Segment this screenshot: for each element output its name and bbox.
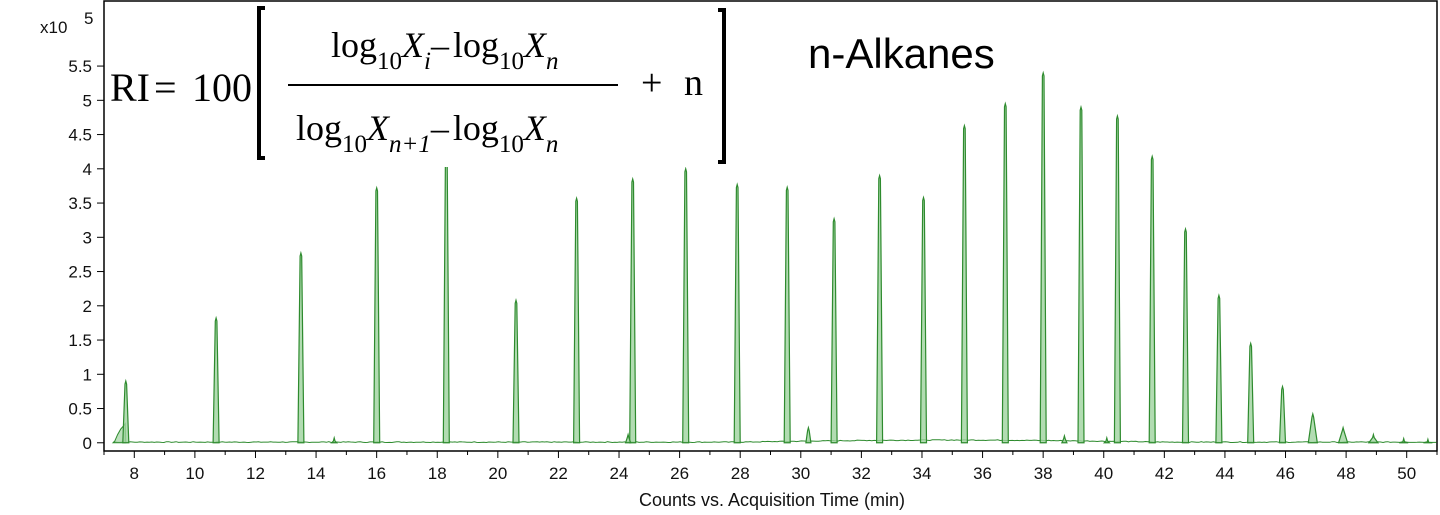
peak-18 xyxy=(1077,104,1085,444)
y-tick-label: 1.5 xyxy=(68,331,92,350)
minor-peak-1 xyxy=(330,435,339,444)
x-axis-title: Counts vs. Acquisition Time (min) xyxy=(639,490,905,510)
x-tick-label: 30 xyxy=(791,464,810,483)
peak-27 xyxy=(1367,432,1380,444)
x-tick-label: 22 xyxy=(549,464,568,483)
formula-left-bracket xyxy=(257,6,265,160)
y-tick-label: 0.5 xyxy=(68,400,92,419)
y-axis-ticks: 0 0.5 1 1.5 2 2.5 3 3.5 4 4.5 5 5.5 xyxy=(68,57,104,453)
peak-19 xyxy=(1113,113,1122,444)
y-tick-label: 1 xyxy=(83,365,92,384)
formula-right-bracket xyxy=(718,8,726,164)
x-tick-label: 20 xyxy=(488,464,507,483)
peak-9 xyxy=(682,166,690,444)
x-tick-label: 32 xyxy=(852,464,871,483)
peak-2 xyxy=(212,315,220,444)
peak-12 xyxy=(830,216,838,444)
peak-20 xyxy=(1148,154,1156,444)
x-tick-label: 50 xyxy=(1397,464,1416,483)
minor-peak-4 xyxy=(1060,433,1068,444)
y-tick-label: 4 xyxy=(83,160,92,179)
y-tick-label: 2.5 xyxy=(68,263,92,282)
x-tick-label: 16 xyxy=(367,464,386,483)
x-tick-label: 24 xyxy=(610,464,629,483)
x-tick-label: 46 xyxy=(1276,464,1295,483)
x-tick-label: 42 xyxy=(1155,464,1174,483)
x-tick-label: 8 xyxy=(130,464,139,483)
y-tick-label: 5.5 xyxy=(68,57,92,76)
peak-29 xyxy=(1423,437,1433,444)
peak-17 xyxy=(1039,70,1047,444)
x-tick-label: 12 xyxy=(246,464,265,483)
formula-denominator: log10Xn+1– log10Xn xyxy=(296,108,558,158)
peak-23 xyxy=(1247,341,1255,444)
minor-peak-3 xyxy=(805,425,812,444)
peak-25 xyxy=(1307,411,1318,444)
y-tick-label: 5 xyxy=(83,91,92,110)
peak-8 xyxy=(629,176,637,444)
peak-7 xyxy=(572,195,581,444)
y-multiplier-label: x10 xyxy=(40,18,67,37)
peak-1 xyxy=(122,378,130,444)
formula-plus: + xyxy=(641,62,662,104)
y-tick-label: 4.5 xyxy=(68,126,92,145)
formula-n: n xyxy=(684,62,703,104)
baseline-trace xyxy=(113,439,1437,444)
peak-5 xyxy=(442,142,450,444)
peak-16 xyxy=(1001,101,1009,444)
peak-15 xyxy=(960,123,969,444)
peak-10 xyxy=(733,182,741,444)
peak-13 xyxy=(875,173,884,444)
x-tick-label: 28 xyxy=(731,464,750,483)
peak-3 xyxy=(297,250,305,444)
y-tick-label: 2 xyxy=(83,297,92,316)
peak-11 xyxy=(783,184,791,444)
series-label: n-Alkanes xyxy=(808,30,995,77)
peak-14 xyxy=(919,195,928,444)
x-tick-label: 18 xyxy=(428,464,447,483)
x-axis-ticks: 8 10 12 14 16 18 20 22 24 26 28 30 32 34 36 38 40 42 44 46 4… xyxy=(103,451,1438,483)
minor-peak-5 xyxy=(1102,435,1111,444)
peak-6 xyxy=(512,297,520,444)
y-tick-label: 3.5 xyxy=(68,194,92,213)
peak-22 xyxy=(1215,293,1223,444)
y-tick-label: 0 xyxy=(83,434,92,453)
formula-factor: 100 xyxy=(192,65,252,110)
x-tick-label: 40 xyxy=(1094,464,1113,483)
peak-21 xyxy=(1181,226,1190,444)
y-multiplier-exponent: 5 xyxy=(84,9,93,28)
x-tick-label: 34 xyxy=(913,464,932,483)
x-tick-label: 44 xyxy=(1215,464,1234,483)
series-n-alkanes xyxy=(111,70,1437,444)
x-tick-label: 10 xyxy=(185,464,204,483)
formula-equals: = xyxy=(154,65,177,110)
x-tick-label: 26 xyxy=(670,464,689,483)
x-tick-label: 36 xyxy=(973,464,992,483)
peak-4 xyxy=(373,185,381,444)
formula-lhs: RI xyxy=(110,65,150,110)
x-tick-label: 14 xyxy=(307,464,326,483)
minor-peak-2 xyxy=(624,432,632,444)
formula-numerator: log10Xi– log10Xn xyxy=(331,25,558,75)
x-tick-label: 38 xyxy=(1034,464,1053,483)
peak-28 xyxy=(1399,436,1409,444)
x-tick-label: 48 xyxy=(1337,464,1356,483)
y-tick-label: 3 xyxy=(83,228,92,247)
peak-26 xyxy=(1337,425,1349,444)
peak-24 xyxy=(1278,384,1287,444)
retention-index-formula: RI = 100 log10Xi– log10Xn log10Xn+1– log10… xyxy=(106,3,732,167)
